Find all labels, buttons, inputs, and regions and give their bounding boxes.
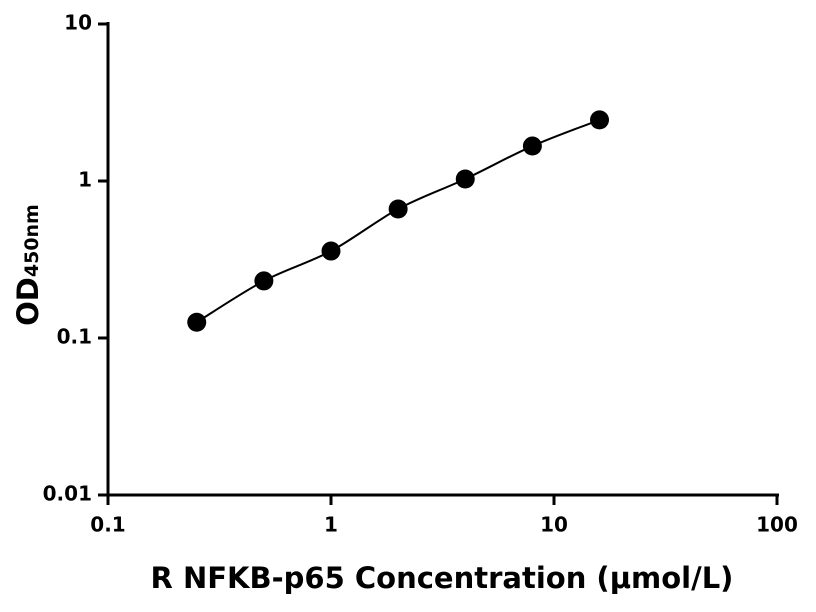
x-tick-label: 100 — [756, 513, 798, 537]
data-point — [455, 169, 475, 189]
data-point — [254, 271, 274, 291]
x-tick-label: 0.1 — [90, 513, 125, 537]
data-point — [388, 199, 408, 219]
y-tick-label: 1 — [78, 168, 92, 192]
y-tick-label: 10 — [64, 11, 92, 35]
data-point — [590, 110, 610, 130]
data-point — [187, 312, 207, 332]
x-tick-label: 10 — [540, 513, 568, 537]
y-axis-title: OD450nm — [11, 204, 45, 326]
y-axis-title-subscript: 450nm — [21, 204, 43, 277]
data-point — [522, 136, 542, 156]
y-axis-title-main: OD — [11, 277, 45, 326]
y-tick-label: 0.01 — [43, 482, 92, 506]
data-point — [321, 241, 341, 261]
x-tick-label: 1 — [324, 513, 338, 537]
x-axis-title: R NFKB-p65 Concentration (μmol/L) — [151, 561, 734, 595]
y-tick-label: 0.1 — [57, 325, 92, 349]
